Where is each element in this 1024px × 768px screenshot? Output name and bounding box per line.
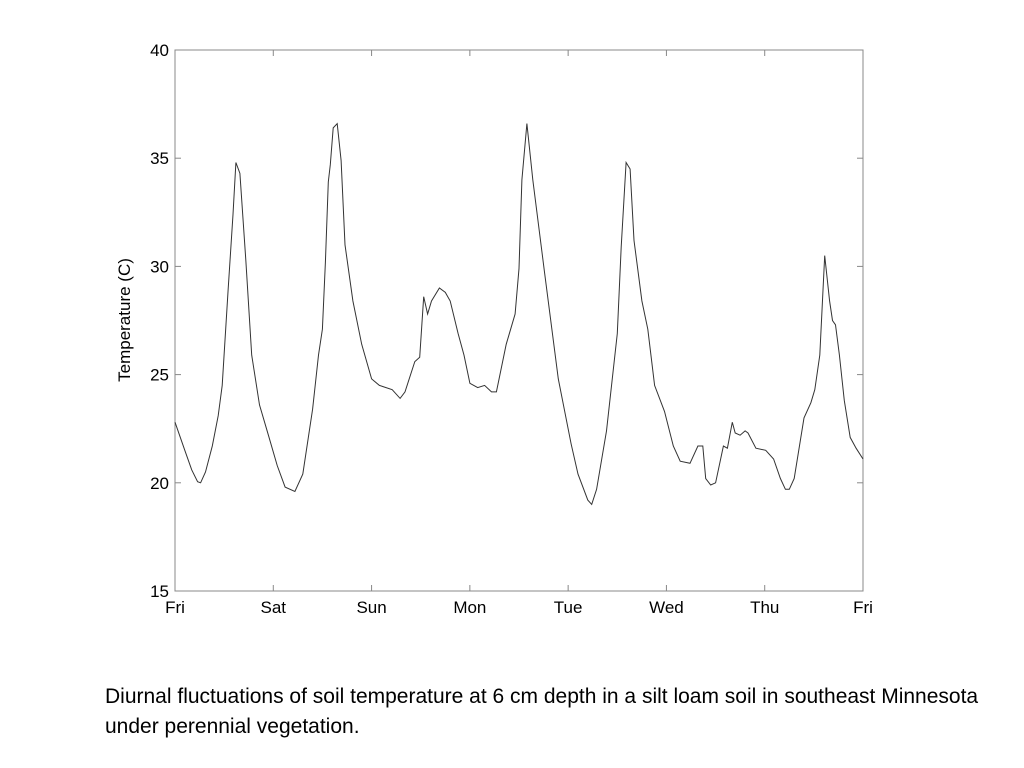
y-tick-label: 30 bbox=[150, 257, 169, 276]
x-tick-label: Mon bbox=[453, 598, 486, 617]
y-tick-label: 35 bbox=[150, 149, 169, 168]
y-tick-label: 15 bbox=[150, 582, 169, 601]
figure-caption: Diurnal fluctuations of soil temperature… bbox=[105, 685, 979, 738]
x-tick-label: Sat bbox=[261, 598, 287, 617]
x-tick-label: Fri bbox=[853, 598, 873, 617]
y-tick-label: 20 bbox=[150, 474, 169, 493]
x-tick-label: Tue bbox=[554, 598, 583, 617]
temperature-series-line bbox=[174, 122, 864, 506]
x-tick-label: Thu bbox=[750, 598, 779, 617]
x-tick-label: Fri bbox=[165, 598, 185, 617]
y-tick-label: 25 bbox=[150, 366, 169, 385]
temperature-chart: 15 20 25 30 35 40 Fri Sat Sun Mon Tue Wed Thu Fri Tem… bbox=[115, 41, 873, 617]
y-tick-label: 40 bbox=[150, 41, 169, 60]
plot-frame bbox=[174, 49, 864, 592]
y-axis-label: Temperature (C) bbox=[115, 258, 134, 382]
x-tick-label: Wed bbox=[649, 598, 684, 617]
x-tick-label: Sun bbox=[356, 598, 386, 617]
